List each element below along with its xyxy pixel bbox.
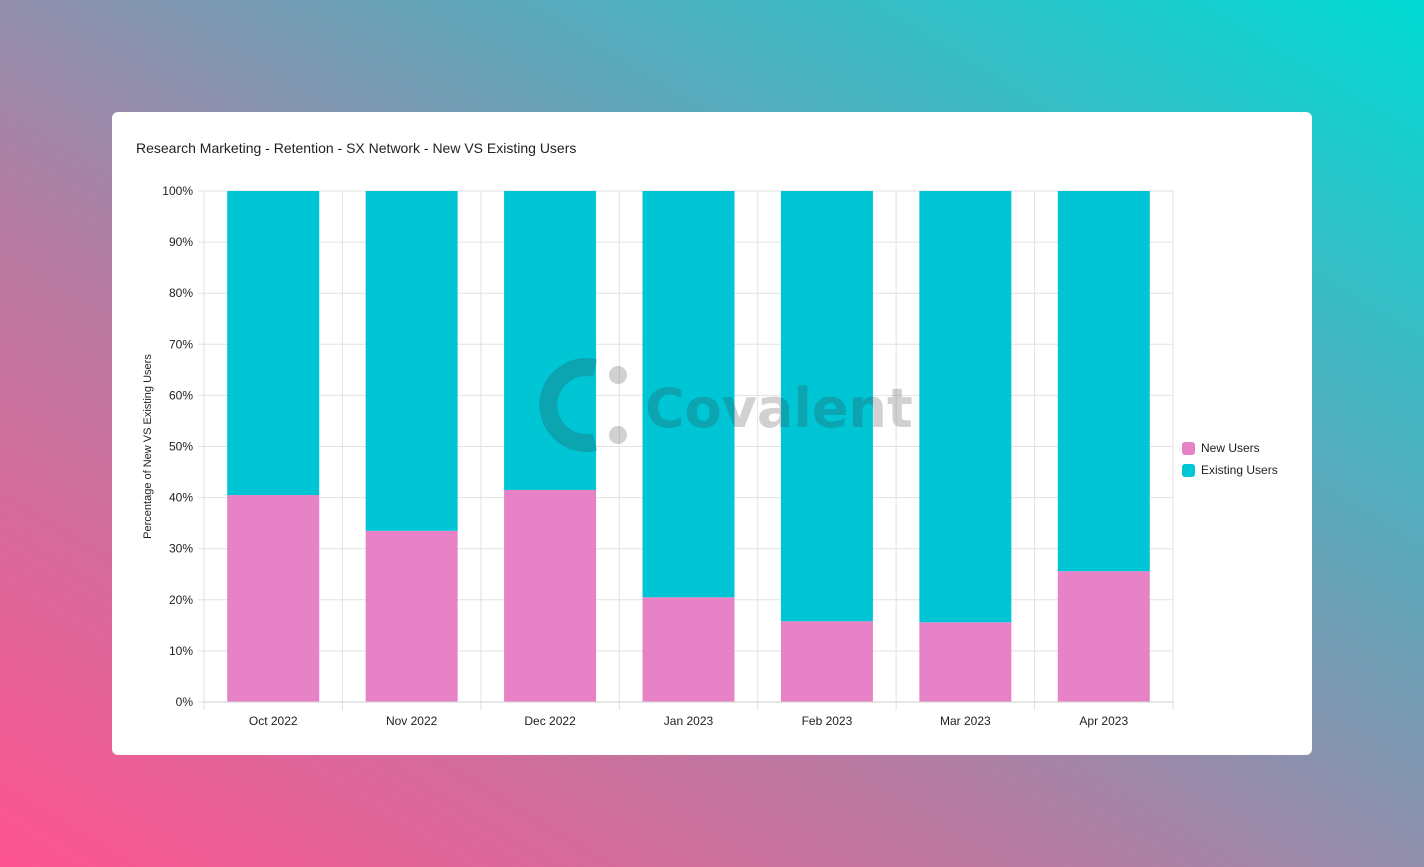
x-tick-label: Nov 2022 — [386, 714, 438, 728]
y-tick-label: 50% — [169, 440, 193, 454]
stacked-bar-chart: 0% 10% 20% 30% 40% 50% 60% 70% 80% 90% 100% Percent… — [142, 184, 1174, 728]
legend-item-new-users[interactable]: New Users — [1182, 437, 1278, 459]
covalent-logo-dot — [609, 426, 627, 444]
bar-new-users — [642, 597, 735, 702]
y-tick-label: 90% — [169, 235, 193, 249]
bar-new-users — [227, 495, 320, 702]
bar-new-users — [365, 530, 458, 702]
bar-existing-users — [919, 191, 1012, 623]
chart-legend: New Users Existing Users — [1182, 437, 1278, 481]
legend-swatch-new-users — [1182, 441, 1195, 455]
y-tick-label: 100% — [162, 184, 193, 198]
y-tick-label: 40% — [169, 491, 193, 505]
chart-card: Research Marketing - Retention - SX Netw… — [112, 112, 1312, 755]
legend-label-existing-users: Existing Users — [1201, 463, 1278, 477]
y-tick-label: 30% — [169, 542, 193, 556]
y-tick-label: 20% — [169, 593, 193, 607]
legend-label-new-users: New Users — [1201, 441, 1260, 455]
bar-existing-users — [642, 191, 735, 598]
x-tick-label: Feb 2023 — [802, 714, 853, 728]
legend-swatch-existing-users — [1182, 463, 1195, 477]
x-tick-label: Oct 2022 — [249, 714, 298, 728]
legend-item-existing-users[interactable]: Existing Users — [1182, 459, 1278, 481]
y-tick-label: 0% — [176, 695, 194, 709]
bar-new-users — [504, 489, 597, 702]
bar-existing-users — [227, 191, 320, 496]
y-tick-label: 10% — [169, 644, 193, 658]
x-tick-label: Jan 2023 — [664, 714, 714, 728]
y-tick-label: 70% — [169, 337, 193, 351]
x-tick-label: Dec 2022 — [524, 714, 576, 728]
y-tick-label: 80% — [169, 286, 193, 300]
bar-new-users — [780, 621, 873, 702]
bar-existing-users — [780, 191, 873, 622]
covalent-logo-dot — [609, 366, 627, 384]
bar-existing-users — [365, 191, 458, 531]
bar-new-users — [1057, 571, 1150, 702]
x-tick-label: Mar 2023 — [940, 714, 991, 728]
y-axis-title: Percentage of New VS Existing Users — [142, 354, 154, 539]
bar-existing-users — [1057, 191, 1150, 572]
chart-title: Research Marketing - Retention - SX Netw… — [136, 140, 577, 156]
y-tick-label: 60% — [169, 388, 193, 402]
bar-new-users — [919, 622, 1012, 702]
x-tick-label: Apr 2023 — [1079, 714, 1128, 728]
bar-existing-users — [504, 191, 597, 490]
